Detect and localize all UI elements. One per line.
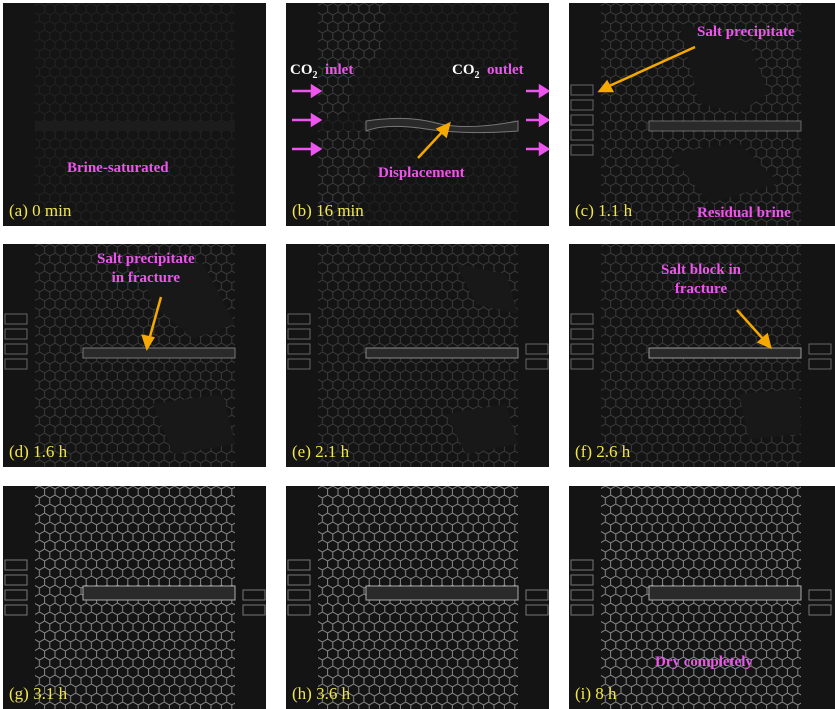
time-label: (h) 3.6 h	[292, 684, 351, 703]
micromodel-image	[570, 486, 832, 709]
panel-d: Salt precipitate in fracture (d) 1.6 h	[3, 244, 266, 467]
time-label: (a) 0 min	[9, 201, 72, 220]
time-label: (f) 2.6 h	[575, 442, 631, 461]
panel-a: Brine-saturated (a) 0 min	[3, 3, 266, 226]
time-label: (d) 1.6 h	[9, 442, 68, 461]
salt-block-fracture-label: Salt block in fracture	[661, 262, 742, 297]
time-label: (g) 3.1 h	[9, 684, 68, 703]
panel-h: (h) 3.6 h	[286, 486, 549, 709]
panel-f: Salt block in fracture (f) 2.6 h	[569, 244, 835, 467]
micromodel-image	[4, 486, 266, 709]
brine-saturated-label: Brine-saturated	[67, 160, 169, 176]
micromodel-image	[287, 244, 549, 467]
co2-outlet-label: CO2 outlet	[452, 62, 524, 81]
micromodel-image	[4, 244, 236, 467]
displacement-label: Displacement	[378, 165, 465, 181]
dry-completely-label: Dry completely	[655, 654, 753, 670]
panel-g: (g) 3.1 h	[3, 486, 266, 709]
time-label: (b) 16 min	[292, 201, 364, 220]
time-label: (e) 2.1 h	[292, 442, 350, 461]
time-label: (c) 1.1 h	[575, 201, 633, 220]
panel-c: Salt precipitate Residual brine (c) 1.1 …	[569, 3, 835, 226]
panel-i: Dry completely (i) 8 h	[569, 486, 835, 709]
micromodel-image	[35, 3, 235, 226]
micromodel-image	[570, 3, 802, 226]
panel-b: CO2 inlet CO2 outlet Displacement (b) 16…	[286, 3, 549, 226]
micromodel-image	[318, 3, 519, 226]
panel-e: (e) 2.1 h	[286, 244, 549, 467]
residual-brine-label: Residual brine	[697, 205, 791, 221]
micromodel-image	[570, 244, 832, 467]
salt-precipitate-fracture-label: Salt precipitate in fracture	[97, 251, 195, 286]
salt-precipitate-label: Salt precipitate	[697, 24, 795, 40]
co2-inlet-label: CO2 inlet	[290, 62, 354, 81]
time-label: (i) 8 h	[575, 684, 617, 703]
micromodel-image	[287, 486, 549, 709]
